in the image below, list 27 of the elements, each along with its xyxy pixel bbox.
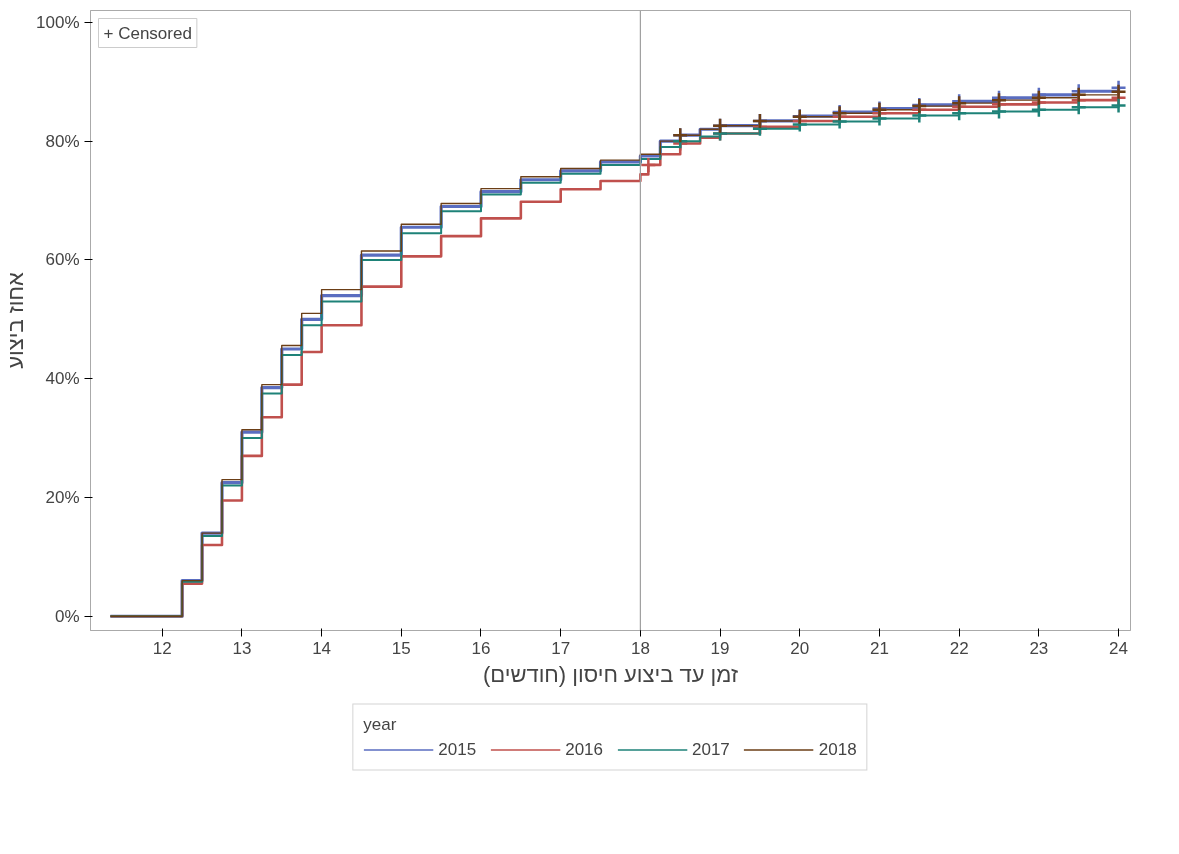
x-tick-label: 20 xyxy=(790,638,810,658)
y-tick-label: 80% xyxy=(45,131,80,151)
y-tick-label: 20% xyxy=(45,487,80,507)
x-tick-label: 14 xyxy=(312,638,332,658)
x-tick-label: 12 xyxy=(152,638,172,658)
legend-label: 2018 xyxy=(818,739,857,759)
y-tick-label: 100% xyxy=(36,12,80,32)
y-axis-title: אחוז ביצוע xyxy=(3,272,29,369)
legend-title: year xyxy=(363,714,398,734)
x-axis-title: זמן עד ביצוע חיסון (חודשים) xyxy=(482,661,739,687)
x-tick-label: 15 xyxy=(391,638,411,658)
x-tick-label: 22 xyxy=(949,638,969,658)
x-tick-label: 18 xyxy=(630,638,650,658)
y-tick-label: 0% xyxy=(54,606,80,626)
x-tick-label: 16 xyxy=(471,638,491,658)
annotation: + Censored xyxy=(103,23,192,43)
legend-label: 2017 xyxy=(692,739,730,759)
legend-label: 2015 xyxy=(438,739,477,759)
x-tick-label: 19 xyxy=(710,638,730,658)
y-tick-label: 60% xyxy=(45,250,80,270)
x-tick-label: 13 xyxy=(232,638,252,658)
x-tick-label: 23 xyxy=(1029,638,1049,658)
y-tick-label: 40% xyxy=(45,369,80,389)
x-tick-label: 17 xyxy=(551,638,571,658)
legend-label: 2016 xyxy=(565,739,603,759)
x-tick-label: 21 xyxy=(870,638,889,658)
x-tick-label: 24 xyxy=(1109,638,1129,658)
